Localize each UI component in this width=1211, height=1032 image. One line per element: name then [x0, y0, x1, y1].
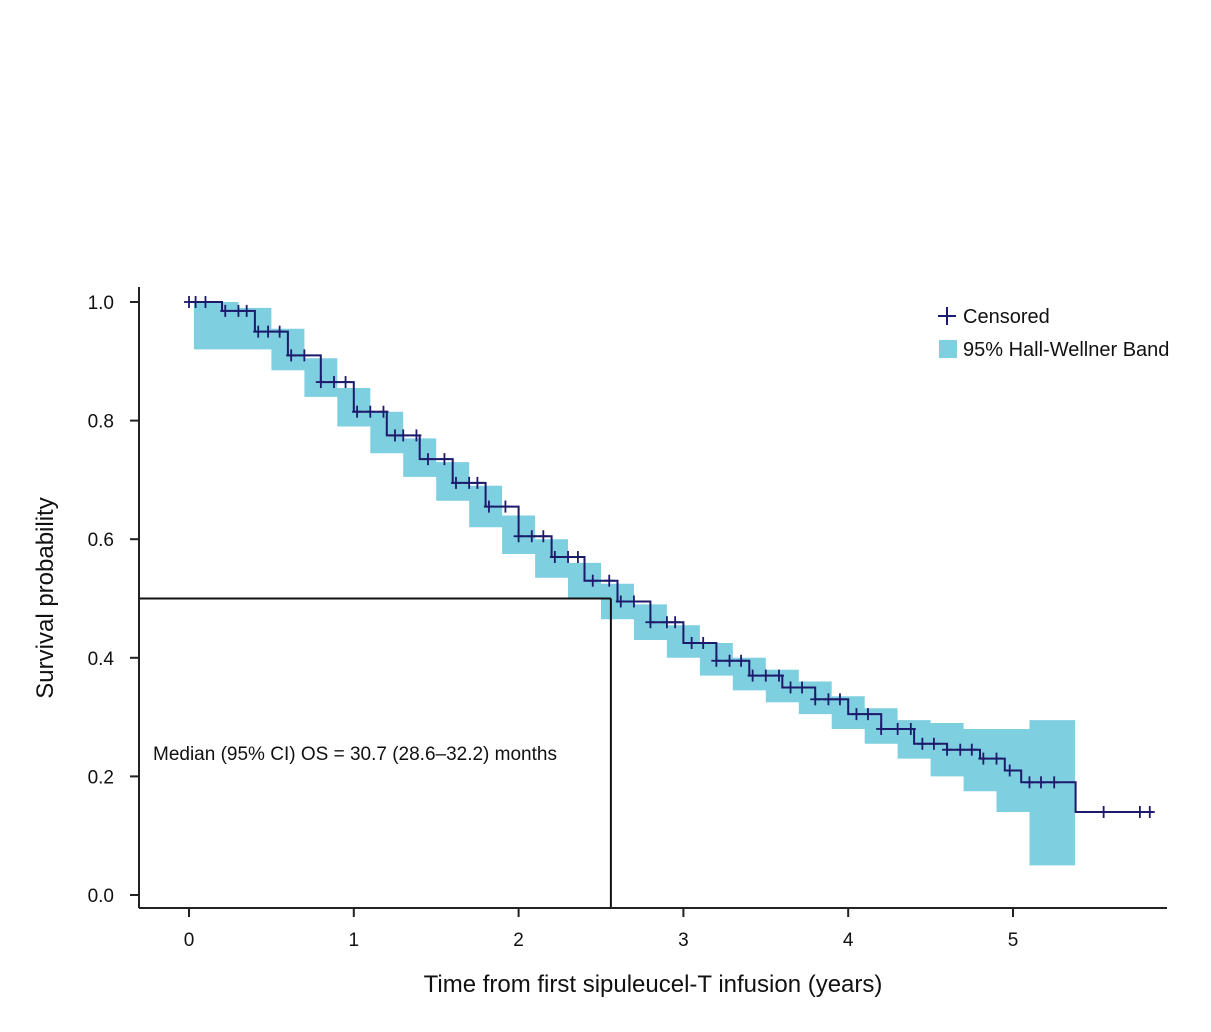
- censored-marker: [892, 722, 903, 735]
- censored-marker: [1134, 805, 1145, 818]
- censored-marker: [398, 429, 409, 442]
- censored-marker: [810, 693, 821, 706]
- y-tick-label: 1.0: [88, 293, 114, 314]
- censored-marker: [928, 737, 939, 750]
- censored-marker: [315, 376, 326, 389]
- censored-marker: [760, 669, 771, 682]
- censored-marker: [352, 405, 363, 418]
- censored-marker: [526, 530, 537, 543]
- censored-marker: [615, 595, 626, 608]
- axes-layer: 0 1 2 3 4 5 0.0 0.2 0.4 0.6 0.8 1.0: [88, 287, 1167, 951]
- censored-marker: [190, 296, 201, 308]
- censored-marker: [241, 304, 252, 317]
- censored-marker: [1024, 776, 1035, 789]
- censored-marker: [286, 349, 297, 362]
- censored-marker: [1004, 764, 1015, 777]
- censored-marker: [1098, 805, 1109, 818]
- censored-marker: [500, 500, 511, 513]
- censored-marker: [587, 574, 598, 587]
- censored-marker: [823, 693, 834, 706]
- x-tick-label: 3: [678, 930, 689, 951]
- censored-marker: [572, 550, 583, 563]
- censored-marker: [978, 752, 989, 765]
- censored-marker: [645, 616, 656, 629]
- censored-marker: [253, 325, 264, 338]
- censored-marker: [538, 530, 549, 543]
- censored-marker: [299, 349, 310, 362]
- x-tick-label: 1: [349, 930, 360, 951]
- censored-marker: [917, 737, 928, 750]
- censored-marker: [785, 681, 796, 694]
- legend-item-censored: Censored: [938, 306, 1050, 328]
- confidence-band: [193, 302, 1075, 866]
- censored-marker: [736, 654, 747, 667]
- censored-marker: [329, 376, 340, 389]
- censored-marker: [862, 708, 873, 721]
- x-tick-label: 5: [1008, 930, 1019, 951]
- censored-marker: [797, 681, 808, 694]
- censored-marker: [1036, 776, 1047, 789]
- y-axis-title: Survival probability: [32, 497, 59, 698]
- censored-marker: [200, 296, 211, 308]
- censored-marker: [378, 405, 389, 418]
- x-tick-label: 4: [843, 930, 854, 951]
- median-os-annotation: Median (95% CI) OS = 30.7 (28.6–32.2) mo…: [153, 744, 557, 765]
- censored-marker: [604, 574, 615, 587]
- censored-marker: [628, 595, 639, 608]
- censored-marker: [549, 550, 560, 563]
- censored-marker: [472, 476, 483, 489]
- censored-marker: [439, 453, 450, 466]
- y-tick-label: 0.2: [88, 767, 114, 788]
- censored-marker: [340, 376, 351, 389]
- censored-marker: [483, 500, 494, 513]
- censored-marker: [747, 669, 758, 682]
- censored-marker: [724, 654, 735, 667]
- x-axis-title: Time from first sipuleucel-T infusion (y…: [424, 971, 883, 998]
- median-reference-layer: [139, 597, 612, 908]
- censored-marker: [905, 722, 916, 735]
- confidence-band-layer: [193, 302, 1075, 866]
- censored-marker: [450, 476, 461, 489]
- legend-label-censored: Censored: [963, 306, 1050, 328]
- censored-marker: [1049, 776, 1060, 789]
- x-tick-label: 2: [513, 930, 524, 951]
- legend-item-band: 95% Hall-Wellner Band: [939, 339, 1169, 361]
- censored-marker-icon: [938, 307, 956, 325]
- y-tick-label: 0.8: [88, 412, 114, 433]
- censored-marker: [263, 325, 274, 338]
- censored-marker: [991, 752, 1002, 765]
- censored-marker: [698, 636, 709, 649]
- censored-marker: [411, 429, 422, 442]
- censored-marker: [365, 405, 376, 418]
- censored-marker: [686, 636, 697, 649]
- y-tick-label: 0.0: [88, 886, 114, 907]
- legend-label-band: 95% Hall-Wellner Band: [963, 339, 1169, 361]
- censored-marker: [220, 304, 231, 317]
- censored-marker: [876, 722, 887, 735]
- censored-marker: [966, 743, 977, 756]
- censored-marker: [563, 550, 574, 563]
- censored-marker: [711, 654, 722, 667]
- censored-marker: [834, 693, 845, 706]
- y-tick-label: 0.4: [88, 649, 115, 670]
- censored-markers-layer: [184, 296, 1155, 818]
- censored-marker: [955, 743, 966, 756]
- legend: Censored 95% Hall-Wellner Band: [938, 306, 1169, 361]
- censored-marker: [942, 743, 953, 756]
- censored-marker: [513, 530, 524, 543]
- censored-marker: [851, 708, 862, 721]
- censored-marker: [670, 616, 681, 629]
- y-tick-label: 0.6: [88, 530, 114, 551]
- censored-marker: [1144, 805, 1155, 818]
- censored-marker: [773, 669, 784, 682]
- band-swatch-icon: [939, 340, 957, 358]
- x-tick-label: 0: [184, 930, 195, 951]
- censored-marker: [422, 453, 433, 466]
- censored-marker: [274, 325, 285, 338]
